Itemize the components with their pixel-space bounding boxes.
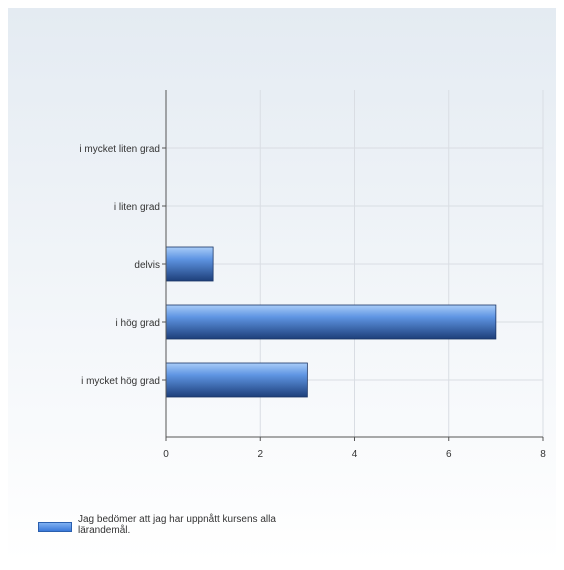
bar (165, 304, 497, 340)
x-tick-label: 4 (352, 449, 358, 460)
legend-label: Jag bedömer att jag har uppnått kursens … (78, 514, 276, 536)
legend-swatch (38, 522, 72, 532)
y-tick-label: delvis (134, 260, 160, 271)
legend: Jag bedömer att jag har uppnått kursens … (38, 514, 298, 536)
tick-labels: 0 2 4 6 8 i mycket liten grad i liten grad delv… (79, 144, 546, 460)
x-tick-label: 2 (257, 449, 263, 460)
bar (165, 246, 214, 282)
x-tick-label: 6 (446, 449, 452, 460)
y-tick-label: i liten grad (114, 202, 160, 213)
chart-panel (8, 8, 556, 562)
y-tick-label: i mycket hög grad (81, 376, 160, 387)
x-tick-label: 8 (540, 449, 546, 460)
y-tick-label: i mycket liten grad (79, 144, 160, 155)
axes (162, 90, 544, 441)
bar (165, 362, 308, 398)
bars (165, 246, 497, 398)
x-tick-label: 0 (163, 449, 169, 460)
y-tick-label: i hög grad (116, 318, 160, 329)
